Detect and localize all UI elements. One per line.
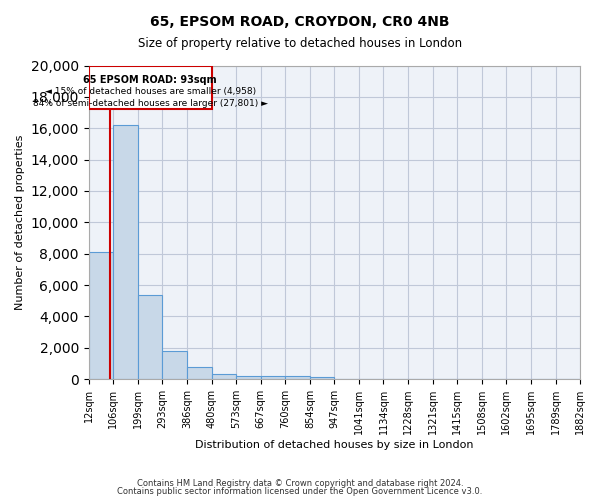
Text: Contains HM Land Registry data © Crown copyright and database right 2024.: Contains HM Land Registry data © Crown c… — [137, 478, 463, 488]
Bar — [261, 376, 285, 379]
Text: Contains public sector information licensed under the Open Government Licence v3: Contains public sector information licen… — [118, 487, 482, 496]
Bar — [163, 350, 187, 379]
Y-axis label: Number of detached properties: Number of detached properties — [15, 134, 25, 310]
Bar — [236, 376, 261, 379]
Bar — [187, 368, 212, 379]
Text: 65 EPSOM ROAD: 93sqm: 65 EPSOM ROAD: 93sqm — [83, 74, 217, 85]
Bar — [212, 374, 236, 379]
Text: 65, EPSOM ROAD, CROYDON, CR0 4NB: 65, EPSOM ROAD, CROYDON, CR0 4NB — [150, 15, 450, 29]
Bar — [285, 376, 310, 379]
Text: Size of property relative to detached houses in London: Size of property relative to detached ho… — [138, 38, 462, 51]
Text: ◄ 15% of detached houses are smaller (4,958): ◄ 15% of detached houses are smaller (4,… — [44, 87, 256, 96]
FancyBboxPatch shape — [89, 66, 212, 110]
Bar — [89, 252, 113, 379]
Bar — [113, 125, 138, 379]
Bar — [310, 377, 334, 379]
Bar — [138, 296, 163, 379]
X-axis label: Distribution of detached houses by size in London: Distribution of detached houses by size … — [195, 440, 473, 450]
Text: 84% of semi-detached houses are larger (27,801) ►: 84% of semi-detached houses are larger (… — [32, 100, 268, 108]
